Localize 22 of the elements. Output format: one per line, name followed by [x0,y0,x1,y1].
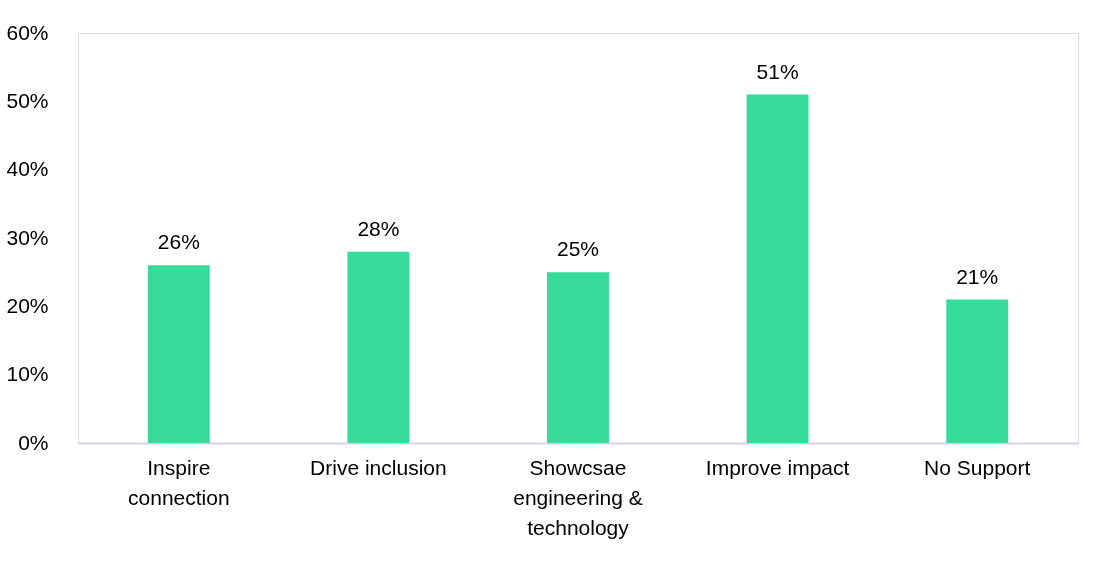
y-tick-label: 10% [6,362,49,386]
bar [547,272,609,443]
y-tick-label: 20% [6,293,49,317]
y-tick-label: 50% [6,88,49,112]
y-tick-label: 0% [18,430,49,454]
x-tick-label: No Support [924,455,1031,479]
data-label: 25% [556,237,600,261]
bar [147,265,210,443]
x-tick-label: Drive inclusion [310,455,447,479]
bar [746,94,809,443]
y-tick-label: 40% [6,157,49,181]
data-label: 26% [157,230,200,254]
y-tick-label: 60% [6,20,49,44]
x-tick-label: Improve impact [705,455,850,479]
y-tick-label: 30% [6,225,49,249]
data-label: 28% [357,216,400,240]
bar [946,299,1009,443]
data-label: 51% [756,59,799,83]
x-tick-label: Showcsae engineering & technology [513,455,643,539]
x-tick-label: Inspire connection [128,455,230,509]
data-label: 21% [956,264,999,288]
bar [347,251,410,443]
